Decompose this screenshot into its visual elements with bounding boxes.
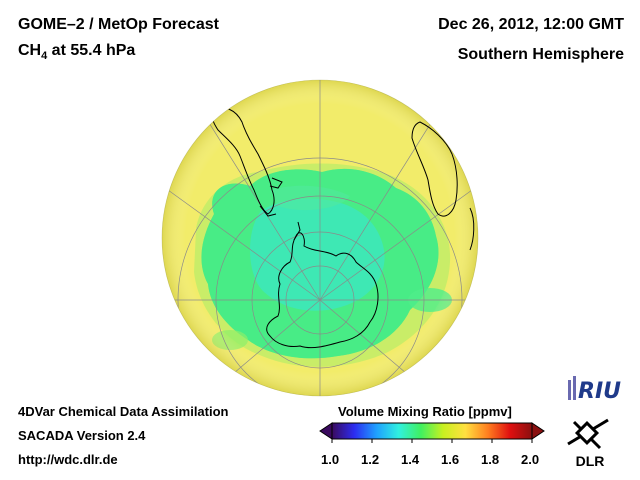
species-level: at 55.4 hPa — [47, 42, 136, 59]
colorbar-low-arrow — [319, 422, 333, 440]
colorbar-tick-label: 1.2 — [361, 452, 380, 467]
colorbar-tick-label: 2.0 — [521, 452, 540, 467]
colorbar-tick-label: 1.6 — [441, 452, 460, 467]
colorbar-tick-label: 1.8 — [481, 452, 500, 467]
hemisphere-label: Southern Hemisphere — [457, 46, 624, 63]
colorbar-title: Volume Mixing Ratio [ppmv] — [338, 404, 512, 419]
svg-text:RIU: RIU — [578, 379, 621, 404]
africa-coastline — [411, 121, 458, 217]
graticule — [167, 80, 473, 396]
south-america-coastline — [211, 107, 275, 215]
colorbar-scale — [331, 422, 533, 440]
colorbar-high-arrow — [531, 422, 545, 440]
colorbar-tick-label: 1.0 — [321, 452, 340, 467]
dlr-logo: DLR — [567, 418, 609, 469]
species-label: CH4 at 55.4 hPa — [18, 42, 135, 62]
species-formula: CH — [18, 42, 42, 59]
credit-assimilation: 4DVar Chemical Data Assimilation — [18, 404, 229, 419]
colorbar-tick-label: 1.4 — [401, 452, 420, 467]
antarctica-coastline — [266, 232, 379, 349]
colorbar — [319, 422, 545, 443]
credit-url[interactable]: http://wdc.dlr.de — [18, 452, 118, 467]
forecast-date: Dec 26, 2012, 12:00 GMT — [438, 16, 624, 33]
svg-text:DLR: DLR — [576, 453, 605, 469]
species-subscript: 4 — [41, 50, 48, 63]
map-title: GOME–2 / MetOp Forecast — [18, 16, 219, 33]
colorbar-ticks — [331, 439, 533, 443]
credit-version: SACADA Version 2.4 — [18, 428, 146, 443]
riu-logo: RIU — [568, 376, 621, 404]
